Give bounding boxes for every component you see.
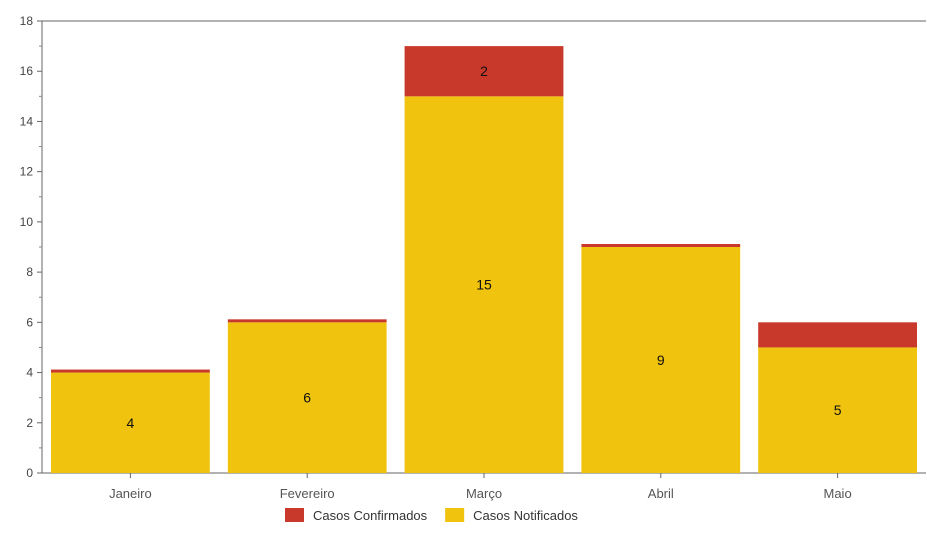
legend-label[interactable]: Casos Confirmados [313,508,428,523]
x-axis: Janeiro Fevereiro Março Abril Maio [42,472,926,501]
y-tick-label: 2 [26,416,33,430]
y-tick-label: 4 [26,366,33,380]
data-label: 2 [480,63,488,79]
y-tick-label: 16 [20,64,34,78]
data-label: 9 [657,352,665,368]
bar-casos-confirmados[interactable] [581,244,741,247]
data-label: 5 [834,402,842,418]
bar-casos-confirmados[interactable] [51,369,210,373]
y-tick-label: 12 [20,165,34,179]
bar-casos-notificados[interactable] [51,372,210,473]
bar-casos-confirmados[interactable] [227,319,387,323]
bar-casos-confirmados[interactable] [758,322,917,348]
data-label: 6 [303,390,311,406]
legend-label[interactable]: Casos Notificados [473,508,578,523]
x-tick-label: Janeiro [109,486,152,501]
bar-casos-notificados[interactable] [227,322,387,473]
y-tick-label: 10 [20,215,34,229]
y-tick-label: 8 [26,265,33,279]
legend-swatch [445,508,465,522]
x-tick-label: Abril [648,486,674,501]
bar-casos-notificados[interactable] [404,96,564,473]
y-tick-label: 6 [26,315,33,329]
y-tick-label: 0 [26,466,33,480]
y-tick-label: 18 [20,14,34,28]
bars-group [51,46,917,473]
x-tick-label: Fevereiro [280,486,335,501]
y-axis: 0 2 4 6 8 10 12 14 16 18 [20,14,926,480]
legend: Casos Confirmados Casos Notificados [285,508,578,523]
legend-swatch [285,508,304,522]
y-tick-label: 14 [20,114,34,128]
data-label: 4 [127,415,135,431]
bar-casos-notificados[interactable] [758,347,917,473]
x-tick-label: Maio [824,486,852,501]
data-label: 15 [476,277,492,293]
bar-casos-notificados[interactable] [581,247,741,473]
data-labels-group: 4 6 15 2 9 5 [127,63,842,431]
x-tick-label: Março [466,486,502,501]
bar-casos-confirmados[interactable] [404,46,564,97]
